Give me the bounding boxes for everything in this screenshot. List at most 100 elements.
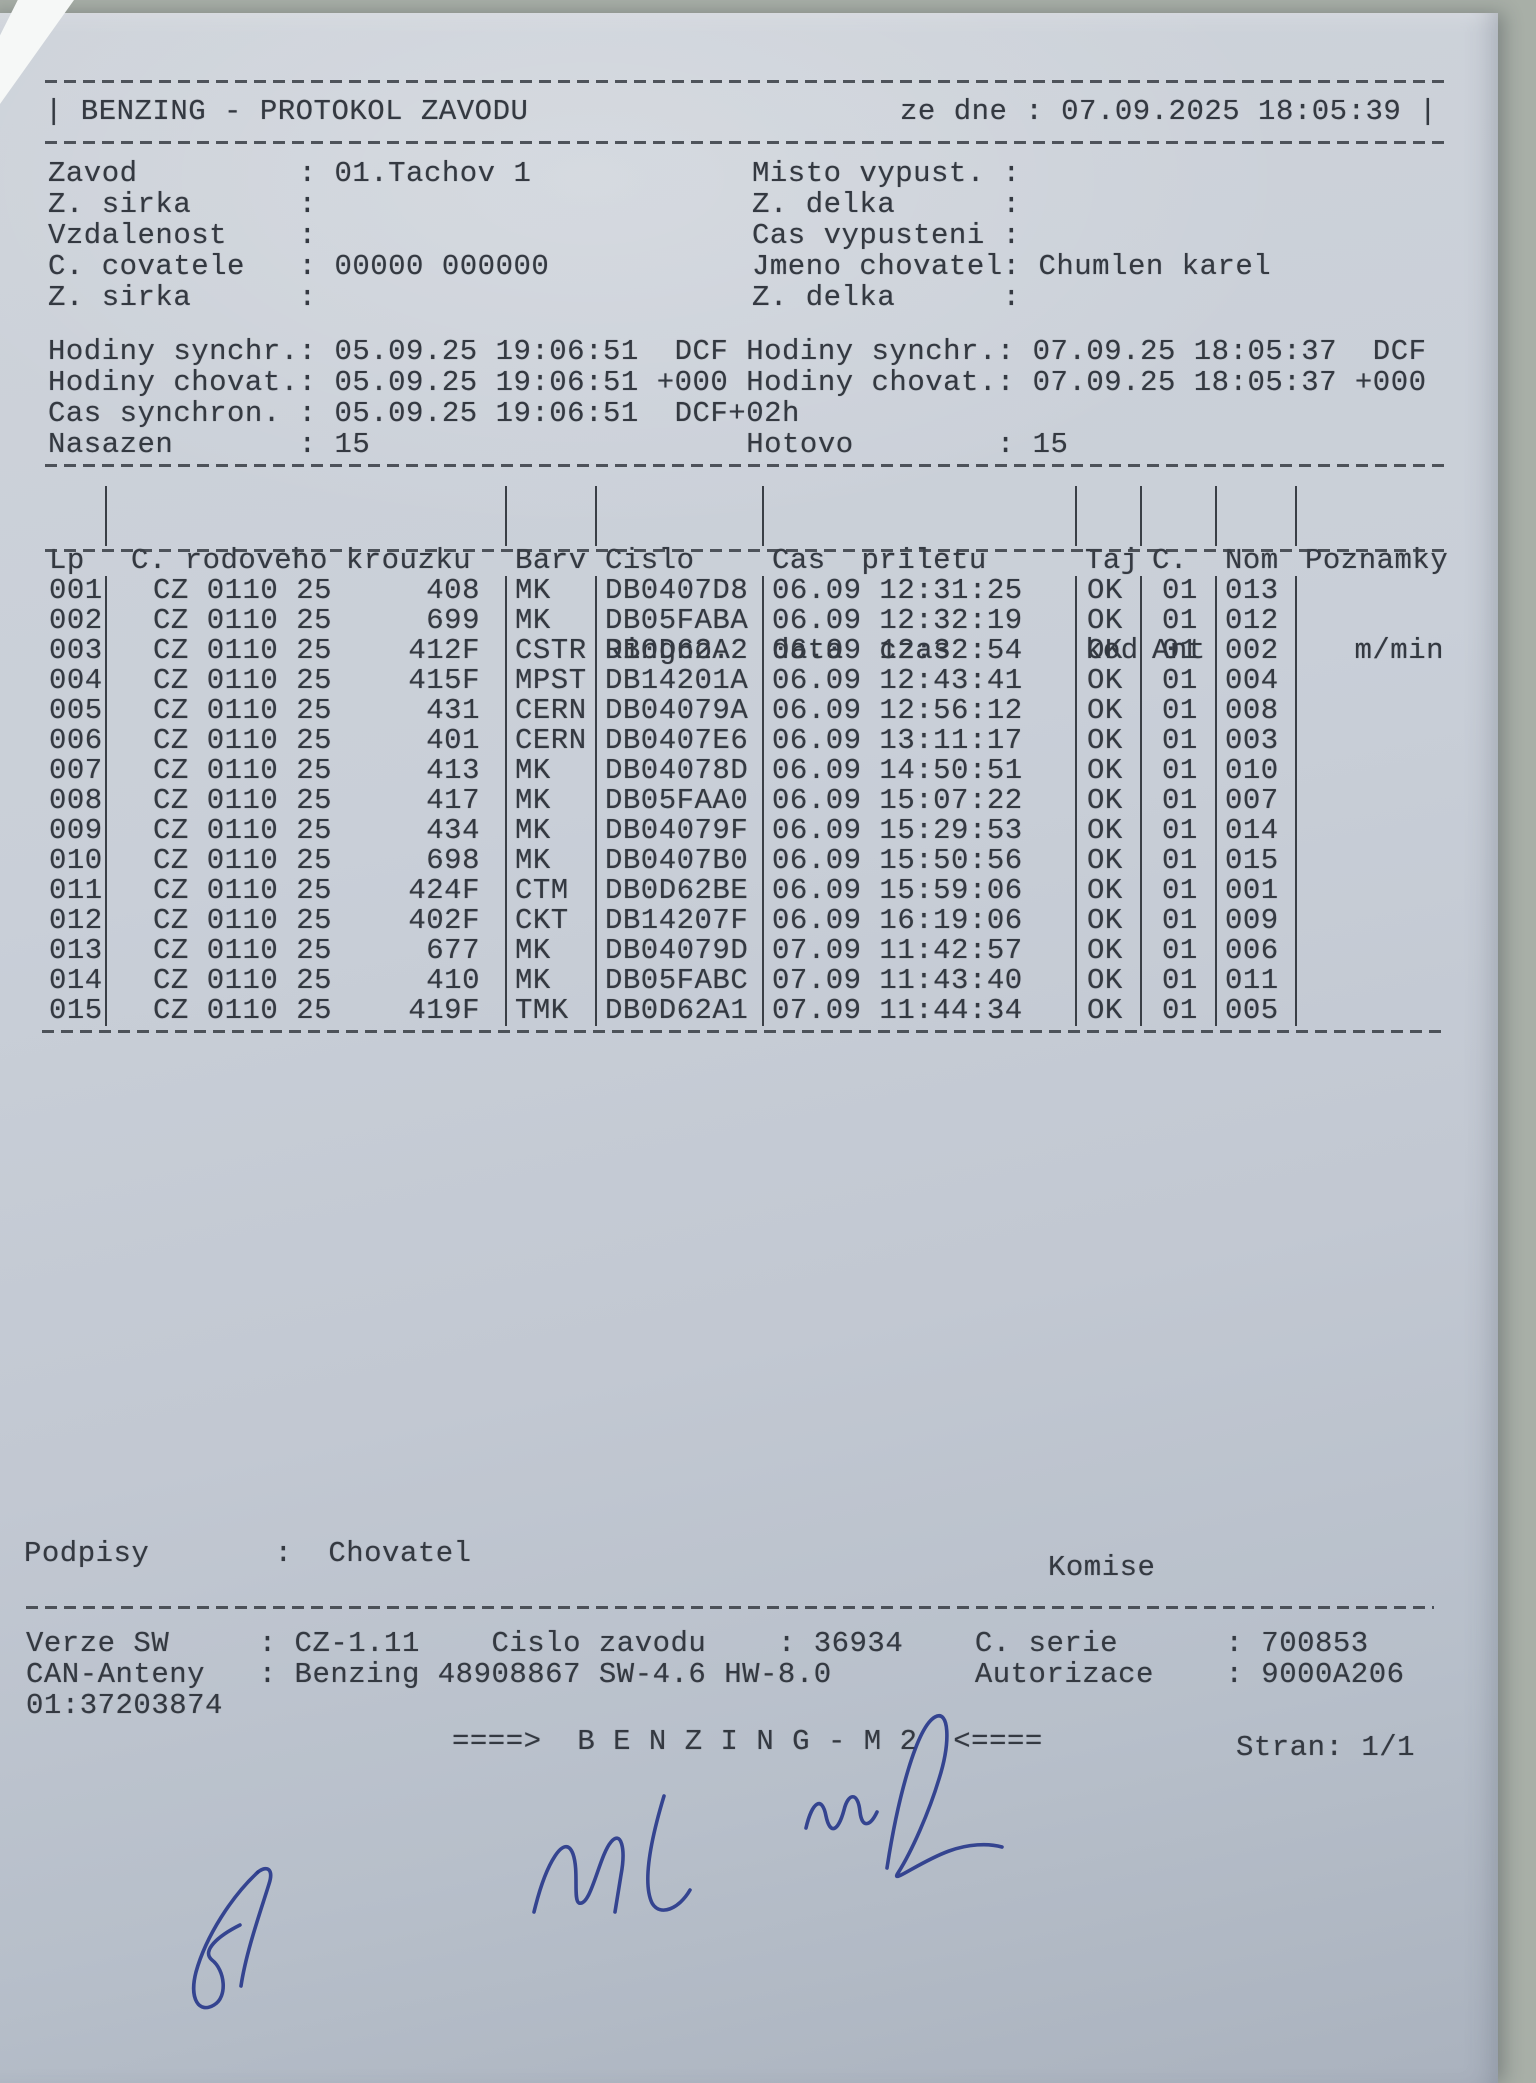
table-row: 009 CZ 0110 25 434 MK DB04079F 06.09 15:2… xyxy=(45,816,1450,846)
cell-ring: CZ 0110 25 412F xyxy=(105,636,505,666)
cell-poznamky xyxy=(1295,726,1450,756)
cell-ring: CZ 0110 25 434 xyxy=(105,816,505,846)
signatures-label-line: Podpisy : Chovatel xyxy=(24,1537,472,1570)
ring-number: 677 xyxy=(426,934,480,967)
cell-ant: 01 xyxy=(1140,876,1215,906)
ring-series: CZ 0110 25 xyxy=(153,904,333,937)
ring-series: CZ 0110 25 xyxy=(153,574,333,607)
cell-ring: CZ 0110 25 698 xyxy=(105,846,505,876)
ring-number: 417 xyxy=(426,784,480,817)
cell-ant: 01 xyxy=(1140,696,1215,726)
ring-series: CZ 0110 25 xyxy=(153,934,333,967)
cell-ring: CZ 0110 25 419F xyxy=(105,996,505,1026)
col-header-taj: Taj kod xyxy=(1075,486,1140,666)
handwritten-signature-left xyxy=(191,1866,273,2010)
col-header-nom: Nom xyxy=(1215,486,1295,576)
device-model-line: ====> B E N Z I N G - M 2 <==== xyxy=(452,1725,1043,1758)
cell-ringno: DB0D62BE xyxy=(595,876,762,906)
cell-nom: 004 xyxy=(1215,666,1295,696)
cell-ant: 01 xyxy=(1140,756,1215,786)
ring-series: CZ 0110 25 xyxy=(153,694,333,727)
ring-number: 698 xyxy=(426,844,480,877)
cell-barv: MK xyxy=(505,846,595,876)
cell-ant: 01 xyxy=(1140,846,1215,876)
cell-cas-priletu: 06.09 12:56:12 xyxy=(762,696,1075,726)
cell-taj-kod: OK xyxy=(1075,666,1140,696)
cell-ring: CZ 0110 25 402F xyxy=(105,906,505,936)
cell-taj-kod: OK xyxy=(1075,846,1140,876)
cell-ringno: DB04078D xyxy=(595,756,762,786)
paper-sheet xyxy=(0,13,1498,2083)
cell-cas-priletu: 06.09 12:32:54 xyxy=(762,636,1075,666)
table-row: 004 CZ 0110 25 415F MPST DB14201A 06.09 1… xyxy=(45,666,1450,696)
footer-version-block: Verze SW : CZ-1.11 Cislo zavodu : 36934 … xyxy=(26,1627,1405,1722)
ring-number: 419F xyxy=(408,994,480,1027)
ring-number: 413 xyxy=(426,754,480,787)
table-row: 003 CZ 0110 25 412F CSTR DB0D62A2 06.09 1… xyxy=(45,636,1450,666)
cell-ant: 01 xyxy=(1140,636,1215,666)
cell-ring: CZ 0110 25 410 xyxy=(105,966,505,996)
cell-cas-priletu: 07.09 11:43:40 xyxy=(762,966,1075,996)
cell-cas-priletu: 07.09 11:42:57 xyxy=(762,936,1075,966)
cell-lp: 009 xyxy=(49,814,103,847)
ring-series: CZ 0110 25 xyxy=(153,664,333,697)
cell-barv: CERN xyxy=(505,696,595,726)
cell-poznamky xyxy=(1295,846,1450,876)
cell-lp: 007 xyxy=(49,754,103,787)
table-row: 015 CZ 0110 25 419F TMK DB0D62A1 07.09 11… xyxy=(45,996,1450,1026)
cell-cas-priletu: 06.09 15:07:22 xyxy=(762,786,1075,816)
cell-lp: 002 xyxy=(49,604,103,637)
cell-ant: 01 xyxy=(1140,966,1215,996)
race-info-left-block: Zavod : 01.Tachov 1 Z. sirka : Vzdalenos… xyxy=(48,157,550,314)
cell-poznamky xyxy=(1295,636,1450,666)
cell-barv: MK xyxy=(505,936,595,966)
cell-ringno: DB0D62A1 xyxy=(595,996,762,1026)
cell-cas-priletu: 06.09 13:11:17 xyxy=(762,726,1075,756)
table-row: 011 CZ 0110 25 424F CTM DB0D62BE 06.09 15… xyxy=(45,876,1450,906)
cell-nom: 005 xyxy=(1215,996,1295,1026)
ring-series: CZ 0110 25 xyxy=(153,754,333,787)
col-header-ring: C. rodoveho krouzku xyxy=(105,486,505,576)
cell-nom: 003 xyxy=(1215,726,1295,756)
cell-barv: MPST xyxy=(505,666,595,696)
table-row: 006 CZ 0110 25 401 CERN DB0407E6 06.09 13… xyxy=(45,726,1450,756)
table-row: 010 CZ 0110 25 698 MK DB0407B0 06.09 15:5… xyxy=(45,846,1450,876)
cell-taj-kod: OK xyxy=(1075,636,1140,666)
cell-ringno: DB04079F xyxy=(595,816,762,846)
cell-barv: CSTR xyxy=(505,636,595,666)
cell-ant: 01 xyxy=(1140,606,1215,636)
cell-taj-kod: OK xyxy=(1075,876,1140,906)
cell-poznamky xyxy=(1295,786,1450,816)
cell-lp: 014 xyxy=(49,964,103,997)
col-header-cas: Cas priletu data czas xyxy=(762,486,1075,666)
cell-barv: MK xyxy=(505,816,595,846)
handwritten-signature-middle xyxy=(532,1794,692,1914)
cell-ant: 01 xyxy=(1140,816,1215,846)
cell-ant: 01 xyxy=(1140,936,1215,966)
cell-poznamky xyxy=(1295,606,1450,636)
cell-poznamky xyxy=(1295,966,1450,996)
cell-barv: CERN xyxy=(505,726,595,756)
divider-line xyxy=(42,1030,1442,1034)
cell-ringno: DB04079A xyxy=(595,696,762,726)
ring-number: 415F xyxy=(408,664,480,697)
ring-series: CZ 0110 25 xyxy=(153,964,333,997)
ring-number: 402F xyxy=(408,904,480,937)
ring-number: 431 xyxy=(426,694,480,727)
handwritten-signature-right xyxy=(804,1714,1004,1879)
cell-barv: CTM xyxy=(505,876,595,906)
cell-cas-priletu: 06.09 12:32:19 xyxy=(762,606,1075,636)
table-row: 012 CZ 0110 25 402F CKT DB14207F 06.09 16… xyxy=(45,906,1450,936)
table-row: 002 CZ 0110 25 699 MK DB05FABA 06.09 12:3… xyxy=(45,606,1450,636)
ring-series: CZ 0110 25 xyxy=(153,874,333,907)
table-header: Lp C. rodoveho krouzku Barv Cislo Ringno… xyxy=(45,486,1450,666)
cell-barv: MK xyxy=(505,606,595,636)
cell-ring: CZ 0110 25 424F xyxy=(105,876,505,906)
cell-poznamky xyxy=(1295,906,1450,936)
cell-ring: CZ 0110 25 415F xyxy=(105,666,505,696)
report-title: | BENZING - PROTOKOL ZAVODU xyxy=(45,95,529,128)
cell-nom: 002 xyxy=(1215,636,1295,666)
cell-ring: CZ 0110 25 417 xyxy=(105,786,505,816)
cell-ringno: DB14207F xyxy=(595,906,762,936)
